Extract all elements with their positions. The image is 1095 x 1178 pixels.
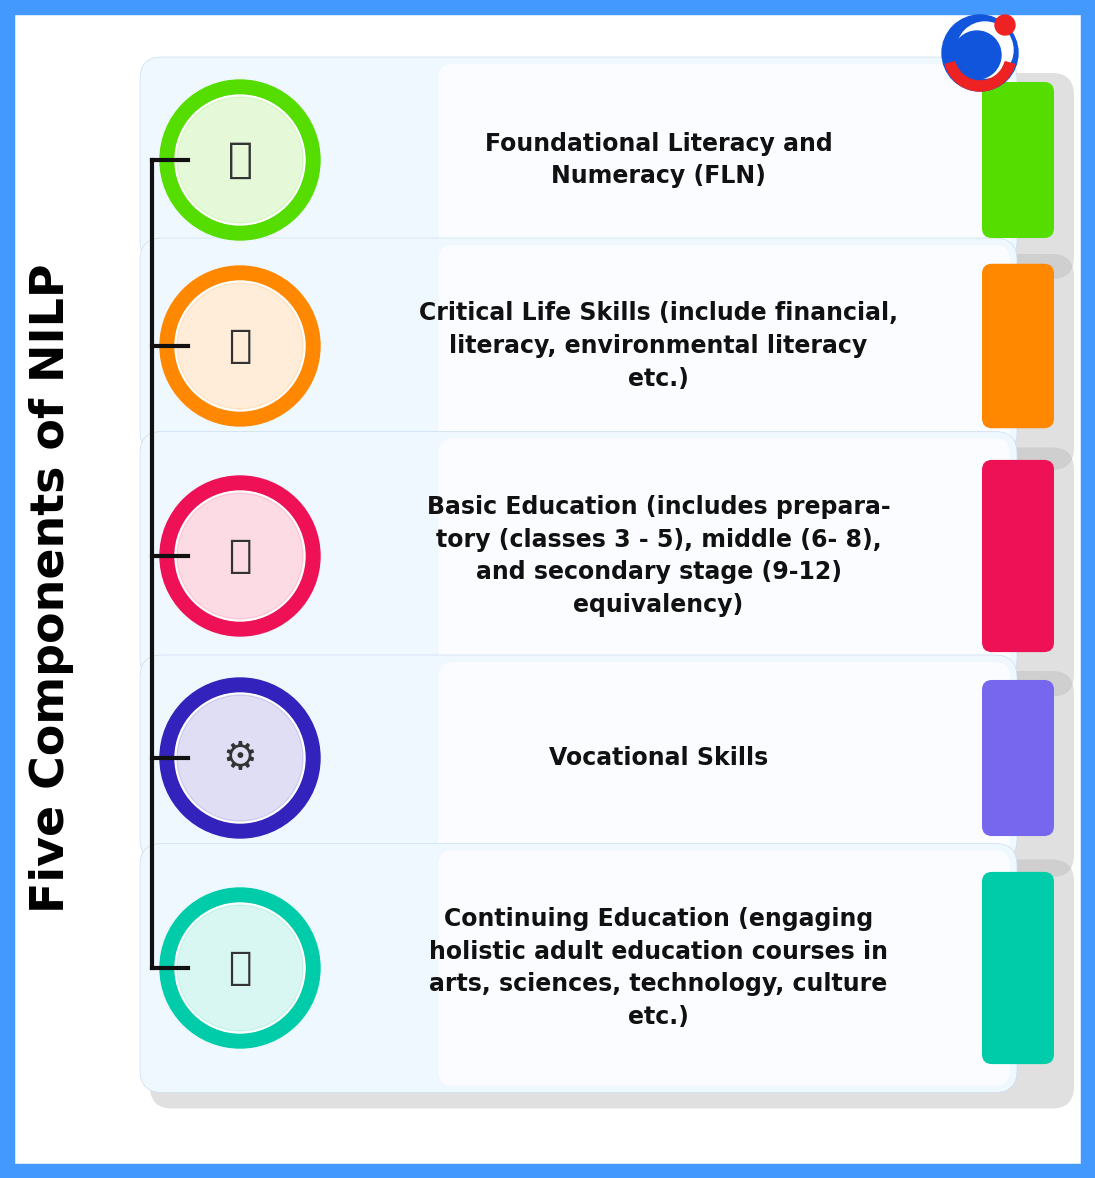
Circle shape (175, 693, 306, 823)
Circle shape (175, 282, 306, 411)
Text: Vocational Skills: Vocational Skills (549, 746, 768, 770)
Text: 🧭: 🧭 (229, 327, 252, 365)
FancyBboxPatch shape (439, 64, 1010, 256)
Circle shape (177, 494, 303, 618)
FancyBboxPatch shape (982, 872, 1054, 1064)
Circle shape (160, 266, 320, 426)
Circle shape (175, 491, 306, 621)
FancyBboxPatch shape (982, 264, 1054, 429)
Text: 🌍: 🌍 (229, 949, 252, 987)
Circle shape (177, 905, 303, 1031)
FancyBboxPatch shape (150, 448, 1074, 696)
Circle shape (160, 476, 320, 636)
Wedge shape (945, 61, 1015, 91)
FancyBboxPatch shape (150, 671, 1074, 876)
Circle shape (160, 888, 320, 1048)
Text: 🅰: 🅰 (229, 537, 252, 575)
Circle shape (177, 97, 303, 223)
FancyBboxPatch shape (140, 57, 1017, 263)
FancyBboxPatch shape (150, 254, 1074, 470)
FancyBboxPatch shape (982, 680, 1054, 836)
Circle shape (160, 679, 320, 838)
Circle shape (995, 15, 1015, 35)
Text: Foundational Literacy and
Numeracy (FLN): Foundational Literacy and Numeracy (FLN) (485, 132, 832, 188)
Text: Continuing Education (engaging
holistic adult education courses in
arts, science: Continuing Education (engaging holistic … (429, 907, 888, 1028)
FancyBboxPatch shape (140, 655, 1017, 861)
FancyBboxPatch shape (982, 459, 1054, 653)
FancyBboxPatch shape (140, 431, 1017, 681)
Text: ⚙: ⚙ (222, 739, 257, 777)
Text: Five Components of NILP: Five Components of NILP (30, 263, 74, 913)
Circle shape (942, 15, 1018, 91)
FancyBboxPatch shape (439, 245, 1010, 446)
FancyBboxPatch shape (439, 438, 1010, 674)
FancyBboxPatch shape (982, 82, 1054, 238)
Text: 📖: 📖 (228, 139, 253, 181)
FancyBboxPatch shape (150, 860, 1074, 1108)
FancyBboxPatch shape (439, 662, 1010, 854)
FancyBboxPatch shape (140, 843, 1017, 1092)
Circle shape (160, 80, 320, 240)
Circle shape (177, 695, 303, 821)
FancyBboxPatch shape (150, 73, 1074, 279)
FancyBboxPatch shape (140, 238, 1017, 454)
Circle shape (957, 22, 1013, 78)
Circle shape (175, 95, 306, 225)
Circle shape (175, 904, 306, 1033)
Text: Critical Life Skills (include financial,
literacy, environmental literacy
etc.): Critical Life Skills (include financial,… (419, 302, 898, 391)
Circle shape (953, 31, 1001, 79)
FancyBboxPatch shape (439, 851, 1010, 1085)
Circle shape (177, 283, 303, 409)
Text: Basic Education (includes prepara-
tory (classes 3 - 5), middle (6- 8),
and seco: Basic Education (includes prepara- tory … (427, 495, 890, 617)
